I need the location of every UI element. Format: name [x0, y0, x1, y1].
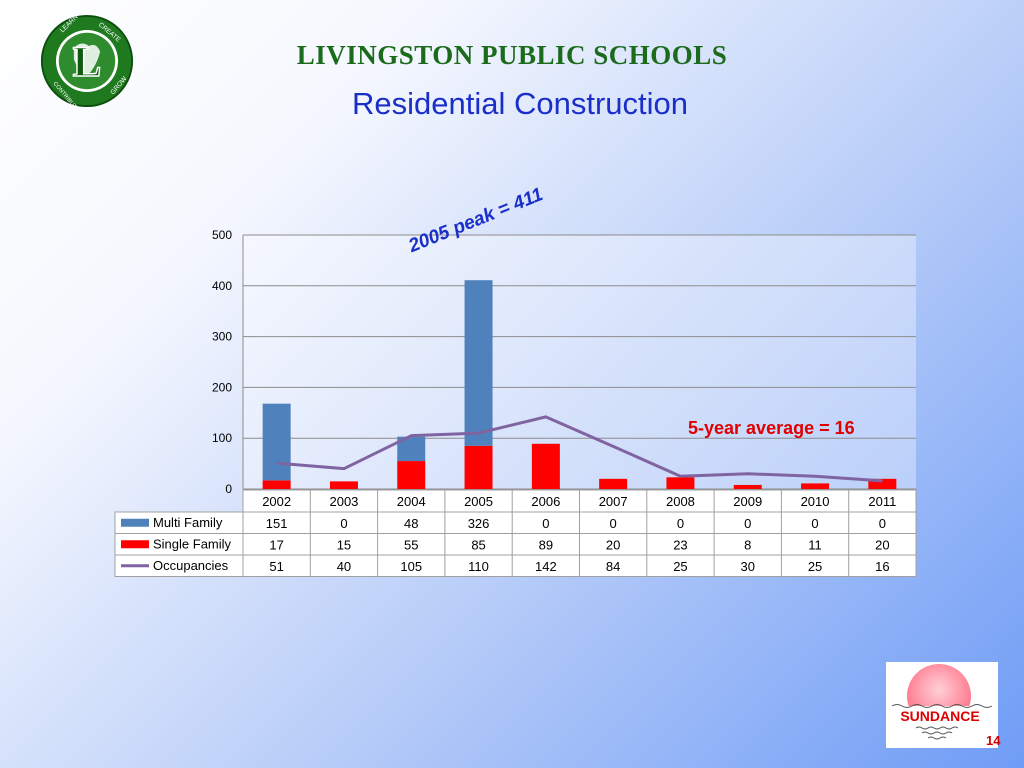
data-table-cell: 15 [337, 537, 351, 552]
data-table-body [114, 511, 917, 577]
category-label: 2003 [329, 494, 358, 509]
legend-label: Single Family [153, 536, 232, 551]
data-table-cell: 89 [539, 537, 553, 552]
bar-single-family [733, 484, 762, 489]
data-table-cell: 25 [808, 559, 822, 574]
plot-area [243, 235, 916, 489]
legend-label: Multi Family [153, 515, 223, 530]
data-table-cell: 17 [269, 537, 283, 552]
category-label: 2004 [397, 494, 426, 509]
data-table-cell: 151 [266, 516, 288, 531]
bar-single-family [801, 483, 830, 489]
legend-label: Occupancies [153, 558, 229, 573]
data-table-cell: 110 [468, 559, 489, 574]
line-occupancies [276, 415, 883, 483]
data-table-cell: 142 [535, 559, 557, 574]
data-table-cell: 0 [542, 516, 549, 531]
y-tick-label: 400 [212, 279, 232, 293]
logo-letter: L [73, 38, 102, 86]
category-label: 2011 [868, 494, 896, 509]
data-table-cell: 105 [400, 559, 422, 574]
data-table-cell: 0 [811, 516, 818, 531]
data-table-cell: 48 [404, 516, 418, 531]
bar-multi-family [262, 403, 291, 481]
bar-single-family [599, 478, 628, 489]
data-table-cell: 20 [875, 537, 889, 552]
data-table-cell: 16 [875, 559, 889, 574]
data-table-cell: 0 [744, 516, 751, 531]
data-table-cell: 0 [677, 516, 684, 531]
category-label: 2006 [531, 494, 560, 509]
category-label: 2002 [262, 494, 291, 509]
data-table-cell: 0 [879, 516, 886, 531]
legend-swatch [121, 540, 149, 549]
category-label: 2005 [464, 494, 493, 509]
category-label: 2010 [801, 494, 830, 509]
data-table-cell: 11 [808, 537, 822, 552]
bar-single-family [397, 461, 426, 489]
data-table-cell: 23 [673, 537, 687, 552]
y-tick-label: 500 [212, 228, 232, 242]
legend-swatch [121, 518, 149, 527]
category-label: 2009 [733, 494, 762, 509]
bar-single-family [329, 481, 358, 489]
data-table-cell: 0 [340, 516, 347, 531]
data-table-cell: 84 [606, 559, 620, 574]
data-table-cell: 51 [269, 559, 283, 574]
data-table-cell: 326 [468, 516, 490, 531]
livingston-logo: L LEARN CREATE CONTRIBUTE GROW [40, 14, 134, 108]
slide-title: Residential Construction [351, 86, 688, 121]
bar-single-family [868, 478, 897, 489]
category-label: 2007 [599, 494, 628, 509]
y-tick-label: 100 [212, 431, 232, 445]
y-tick-label: 0 [225, 482, 232, 496]
average-annotation: 5-year average = 16 [688, 418, 855, 438]
y-tick-label: 300 [212, 330, 232, 344]
bar-single-family [464, 445, 493, 489]
data-table-cell: 8 [744, 537, 751, 552]
data-table-cell: 55 [404, 537, 418, 552]
org-title: LIVINGSTON PUBLIC SCHOOLS [296, 40, 728, 70]
y-tick-label: 200 [212, 380, 232, 394]
bar-single-family [666, 477, 695, 489]
sundance-brand: SUNDANCE [900, 708, 979, 724]
data-table-cell: 85 [471, 537, 485, 552]
category-label: 2008 [666, 494, 695, 509]
data-table-cell: 40 [337, 559, 351, 574]
bar-single-family [531, 443, 560, 489]
sundance-logo: SUNDANCE [886, 662, 998, 748]
data-table-cell: 25 [673, 559, 687, 574]
page-number: 14 [986, 733, 1001, 748]
data-table-cell: 30 [741, 559, 755, 574]
data-table-cell: 20 [606, 537, 620, 552]
data-table-cell: 0 [610, 516, 617, 531]
bar-single-family [262, 480, 291, 489]
bar-multi-family [464, 280, 493, 446]
